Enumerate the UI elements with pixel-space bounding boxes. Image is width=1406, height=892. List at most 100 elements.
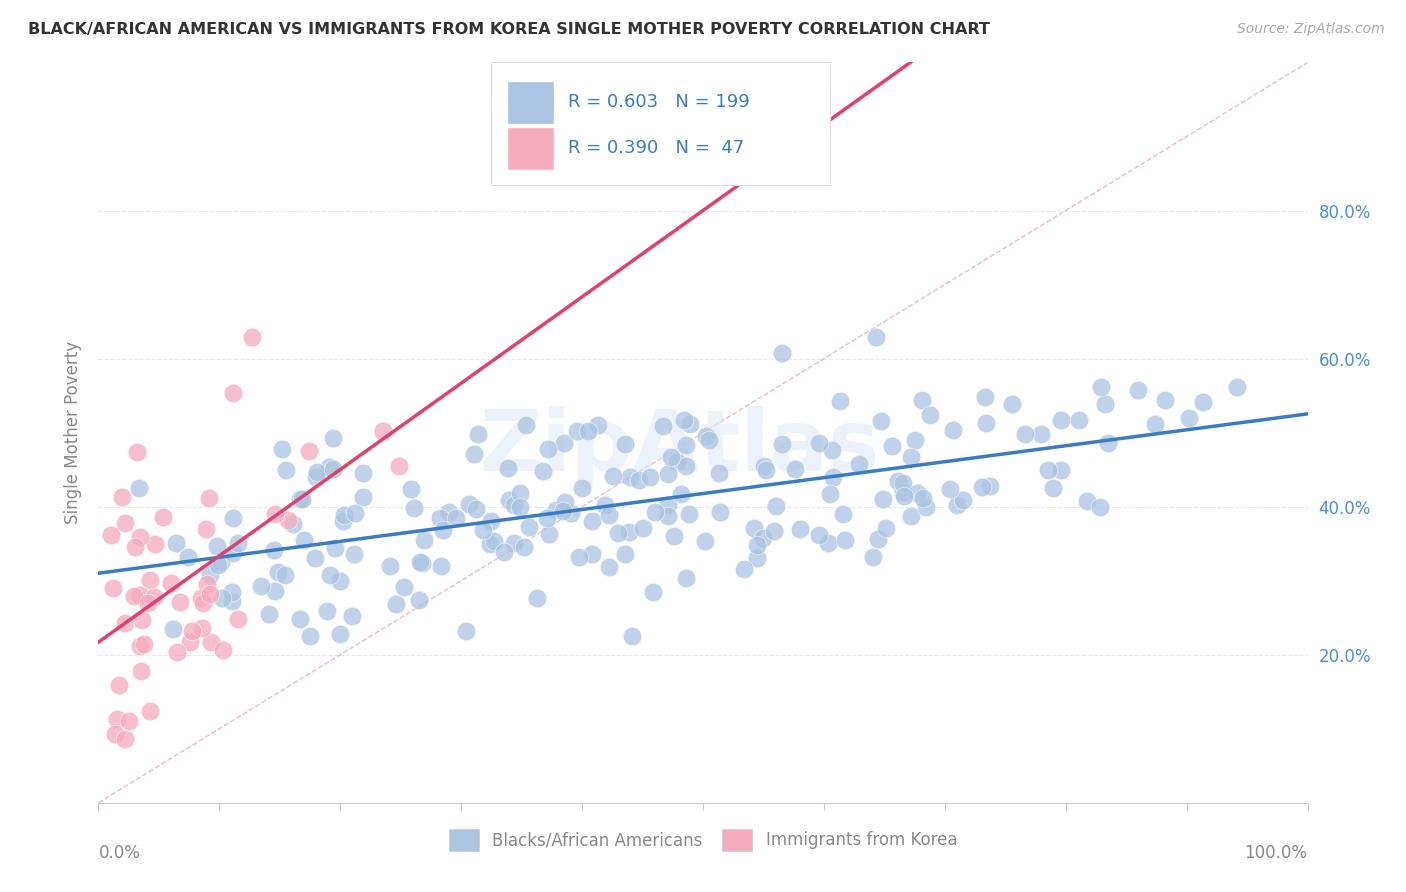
Point [333,508,356,523]
Point [972,480,994,494]
Point [340,608,363,623]
Point [177,549,200,564]
Point [124,589,146,603]
Point [329,574,352,589]
Point [283,516,305,531]
Point [143,536,166,550]
Point [945,498,967,512]
Point [554,495,576,509]
Point [160,576,183,591]
Point [631,521,654,535]
Point [128,481,150,495]
Point [207,539,229,553]
Point [226,612,249,626]
Point [920,409,942,423]
Point [1094,397,1116,411]
Point [1036,463,1059,477]
Point [830,393,852,408]
Point [463,447,485,461]
Point [267,565,290,579]
Point [1050,412,1073,426]
Point [1191,395,1213,409]
Point [638,470,661,484]
Point [292,533,315,548]
Point [322,431,344,445]
Point [200,587,222,601]
Point [1153,393,1175,408]
Point [385,597,408,611]
Point [595,498,617,512]
Point [343,506,366,520]
Point [675,458,697,473]
Point [195,577,218,591]
Point [411,556,433,570]
Point [644,505,666,519]
Point [657,467,679,482]
Point [893,489,915,503]
Point [103,581,125,595]
Point [817,536,839,550]
Point [911,392,934,407]
Point [546,502,568,516]
Point [264,583,287,598]
Point [531,464,554,478]
Point [866,532,889,546]
Point [880,439,903,453]
Point [432,523,454,537]
Point [162,622,184,636]
Point [568,549,591,564]
Point [484,533,506,548]
Point [659,450,682,464]
Point [666,455,689,469]
Point [733,562,755,576]
Point [305,465,328,479]
Point [512,540,534,554]
Point [742,521,765,535]
Point [770,346,793,360]
Point [536,511,558,525]
Point [586,417,609,432]
Point [437,505,460,519]
Point [165,536,187,550]
Point [131,613,153,627]
Point [166,645,188,659]
Point [1050,463,1073,477]
Point [138,596,160,610]
Point [114,732,136,747]
Point [257,607,280,622]
Point [457,497,479,511]
Point [1090,380,1112,394]
Point [263,542,285,557]
Point [664,529,686,543]
Point [900,509,922,524]
Point [614,547,637,561]
Point [332,515,354,529]
Point [429,559,451,574]
Point [752,532,775,546]
Point [755,463,778,477]
Point [914,500,936,514]
Point [401,483,423,497]
Point [553,503,575,517]
Point [509,486,531,500]
Point [190,591,212,605]
Point [329,627,352,641]
Point [707,466,730,480]
Point [515,417,537,432]
FancyBboxPatch shape [509,128,554,169]
Point [456,624,478,638]
Point [143,590,166,604]
Point [565,424,588,438]
Point [129,531,152,545]
Point [503,498,526,512]
Point [413,533,436,548]
Point [304,550,326,565]
Point [1178,411,1201,425]
Point [537,442,560,457]
Point [509,500,531,515]
Point [613,436,636,450]
Point [553,435,575,450]
Point [392,581,415,595]
Point [131,665,153,679]
Point [607,526,630,541]
